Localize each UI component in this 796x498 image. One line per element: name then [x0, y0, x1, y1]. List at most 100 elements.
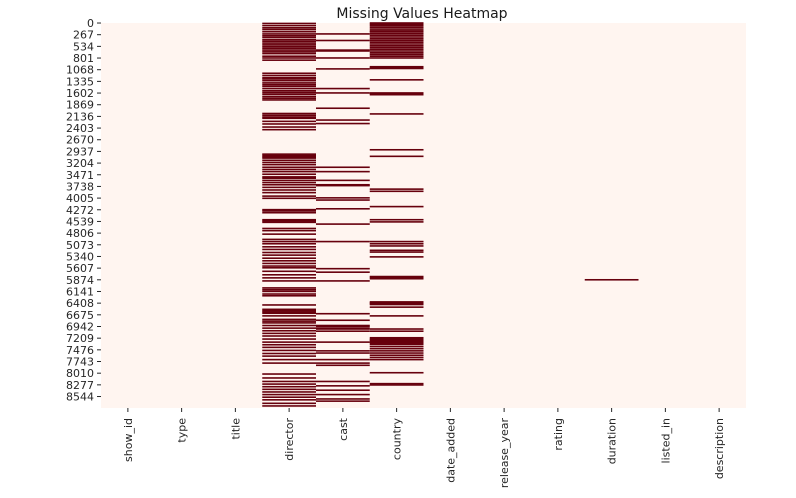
missing-cell-director	[262, 28, 316, 31]
missing-cell-cast	[316, 364, 370, 367]
missing-cell-cast	[316, 39, 370, 42]
missing-cell-director	[262, 322, 316, 324]
x-tick-label: date_added	[444, 418, 457, 483]
missing-cell-cast	[316, 280, 370, 282]
x-tick-label: description	[713, 418, 726, 479]
missing-cell-country	[369, 218, 424, 221]
missing-cell-director	[262, 117, 316, 120]
missing-cell-director	[262, 335, 316, 337]
missing-cell-cast	[316, 240, 370, 243]
missing-cell-director	[262, 87, 316, 90]
missing-cell-director	[262, 229, 316, 232]
x-tick-label: listed_in	[659, 418, 672, 463]
missing-cell-director	[262, 78, 316, 80]
missing-cell-country	[369, 303, 424, 306]
missing-cell-director	[262, 294, 316, 297]
missing-cell-director	[262, 355, 316, 357]
missing-cell-country	[369, 343, 424, 346]
missing-cell-cast	[316, 166, 370, 169]
missing-cell-country	[369, 240, 424, 243]
missing-cell-country	[369, 148, 424, 151]
x-tick-label: director	[283, 418, 296, 461]
missing-cell-country	[369, 93, 424, 95]
missing-cell-director	[262, 40, 316, 43]
missing-cell-cast	[316, 393, 370, 396]
missing-cell-director	[262, 270, 316, 273]
missing-cell-country	[369, 347, 424, 350]
missing-cell-director	[262, 38, 316, 41]
missing-cell-country	[369, 301, 424, 303]
missing-cell-director	[262, 85, 316, 88]
missing-cell-director	[262, 277, 316, 279]
missing-cell-cast	[316, 197, 370, 199]
missing-cell-director	[262, 191, 316, 194]
missing-cell-director	[262, 248, 316, 251]
y-tick-label: 6141	[66, 285, 94, 298]
missing-cell-cast	[316, 68, 370, 70]
missing-cell-cast	[316, 207, 370, 210]
missing-cell-director	[262, 324, 316, 327]
y-tick-label: 5607	[66, 262, 94, 275]
missing-cell-director	[262, 114, 316, 117]
missing-cell-cast	[316, 312, 370, 315]
missing-cell-director	[262, 95, 316, 98]
missing-cell-director	[262, 338, 316, 340]
missing-cell-country	[369, 65, 424, 68]
missing-cell-director	[262, 346, 316, 349]
missing-cell-director	[262, 320, 316, 322]
missing-cell-director	[262, 155, 316, 158]
missing-cell-country	[369, 371, 424, 374]
missing-cell-country	[369, 352, 424, 354]
missing-cell-cast	[316, 350, 370, 352]
missing-cell-country	[369, 51, 424, 54]
missing-cell-country	[369, 256, 424, 258]
missing-cell-director	[262, 27, 316, 29]
x-tick-label: country	[391, 418, 404, 461]
missing-cell-cast	[316, 358, 370, 361]
chart-title: Missing Values Heatmap	[336, 6, 507, 22]
missing-cell-director	[262, 154, 316, 157]
missing-cell-director	[262, 220, 316, 222]
missing-cell-director	[262, 44, 316, 46]
missing-cell-director	[262, 57, 316, 59]
missing-cell-director	[262, 128, 316, 131]
missing-cell-director	[262, 197, 316, 200]
missing-cell-director	[262, 189, 316, 191]
missing-cell-country	[369, 36, 424, 38]
missing-cell-director	[262, 391, 316, 393]
y-tick-label: 534	[73, 40, 94, 53]
missing-cell-director	[262, 312, 316, 315]
missing-cell-country	[369, 315, 424, 317]
missing-cell-country	[369, 328, 424, 330]
missing-cell-director	[262, 159, 316, 162]
missing-cell-director	[262, 349, 316, 352]
missing-cell-director	[262, 161, 316, 164]
missing-cell-director	[262, 287, 316, 289]
missing-cell-director	[262, 265, 316, 267]
missing-cell-director	[262, 36, 316, 39]
y-tick-label: 1068	[66, 64, 94, 77]
missing-cell-director	[262, 166, 316, 169]
y-tick-label: 2403	[66, 122, 94, 135]
missing-cell-cast	[316, 400, 370, 402]
missing-cell-director	[262, 332, 316, 335]
missing-cell-director	[262, 388, 316, 391]
y-tick-label: 5073	[66, 239, 94, 252]
missing-cell-country	[369, 23, 424, 26]
missing-cell-cast	[316, 324, 370, 327]
missing-cell-country	[369, 30, 424, 33]
y-tick-label: 8010	[66, 367, 94, 380]
y-tick-label: 5874	[66, 274, 94, 287]
missing-cell-director	[262, 362, 316, 364]
missing-cell-director	[262, 396, 316, 398]
missing-cell-country	[369, 339, 424, 341]
missing-cell-director	[262, 254, 316, 256]
missing-cell-director	[262, 373, 316, 375]
y-tick-label: 1602	[66, 87, 94, 100]
missing-cell-country	[369, 39, 424, 42]
missing-cell-director	[262, 72, 316, 75]
missing-cell-country	[369, 275, 424, 278]
missing-cell-director	[262, 240, 316, 243]
missing-cell-cast	[316, 330, 370, 332]
missing-cell-cast	[316, 362, 370, 364]
